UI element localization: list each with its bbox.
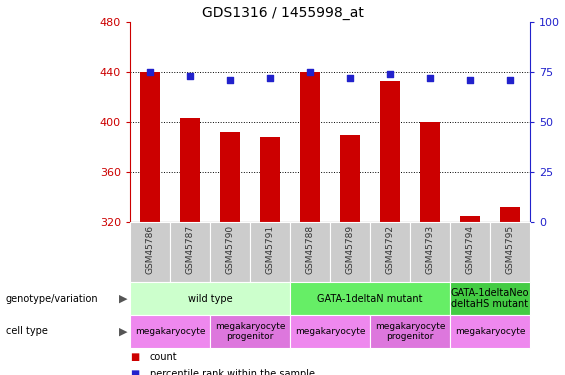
Bar <box>140 72 160 222</box>
Text: GATA-1deltaN mutant: GATA-1deltaN mutant <box>318 294 423 303</box>
Bar <box>330 222 370 282</box>
Text: ■: ■ <box>130 352 139 362</box>
Bar <box>260 137 280 222</box>
Text: GSM45790: GSM45790 <box>225 225 234 274</box>
Text: ▶: ▶ <box>119 327 127 336</box>
Bar <box>180 118 200 222</box>
Bar <box>450 222 490 282</box>
Bar <box>210 222 250 282</box>
Bar <box>130 222 170 282</box>
Text: GSM45789: GSM45789 <box>346 225 354 274</box>
Point <box>506 77 515 83</box>
Bar <box>170 222 210 282</box>
Text: GDS1316 / 1455998_at: GDS1316 / 1455998_at <box>202 6 363 20</box>
Point <box>425 75 434 81</box>
Text: GSM45792: GSM45792 <box>385 225 394 274</box>
Bar <box>500 207 520 222</box>
Bar <box>340 135 360 222</box>
Text: GSM45787: GSM45787 <box>185 225 194 274</box>
Bar <box>460 216 480 222</box>
Bar <box>380 81 400 222</box>
Point <box>266 75 275 81</box>
Bar <box>420 122 440 222</box>
Text: ▶: ▶ <box>119 294 127 303</box>
Text: megakaryocyte: megakaryocyte <box>134 327 205 336</box>
Point <box>306 69 315 75</box>
Text: count: count <box>150 352 177 362</box>
Text: ■: ■ <box>130 369 139 375</box>
Text: GSM45791: GSM45791 <box>266 225 275 274</box>
Bar <box>370 315 450 348</box>
Bar <box>290 315 370 348</box>
Text: GSM45788: GSM45788 <box>306 225 315 274</box>
Text: megakaryocyte: megakaryocyte <box>295 327 365 336</box>
Text: GSM45794: GSM45794 <box>466 225 475 274</box>
Text: GSM45793: GSM45793 <box>425 225 434 274</box>
Bar <box>370 222 410 282</box>
Bar <box>410 222 450 282</box>
Bar <box>130 282 290 315</box>
Point <box>225 77 234 83</box>
Text: megakaryocyte
progenitor: megakaryocyte progenitor <box>215 322 285 341</box>
Bar <box>130 315 210 348</box>
Bar <box>290 282 450 315</box>
Point <box>385 71 394 77</box>
Text: megakaryocyte: megakaryocyte <box>455 327 525 336</box>
Text: cell type: cell type <box>6 327 47 336</box>
Text: genotype/variation: genotype/variation <box>6 294 98 303</box>
Text: GATA-1deltaNeo
deltaHS mutant: GATA-1deltaNeo deltaHS mutant <box>451 288 529 309</box>
Text: percentile rank within the sample: percentile rank within the sample <box>150 369 315 375</box>
Point <box>345 75 354 81</box>
Bar <box>450 282 530 315</box>
Point <box>185 73 194 79</box>
Bar <box>250 222 290 282</box>
Text: GSM45786: GSM45786 <box>146 225 154 274</box>
Bar <box>490 222 530 282</box>
Text: wild type: wild type <box>188 294 232 303</box>
Point <box>145 69 154 75</box>
Bar <box>450 315 530 348</box>
Bar <box>220 132 240 222</box>
Bar <box>210 315 290 348</box>
Bar <box>300 72 320 222</box>
Bar <box>290 222 330 282</box>
Text: megakaryocyte
progenitor: megakaryocyte progenitor <box>375 322 445 341</box>
Text: GSM45795: GSM45795 <box>506 225 515 274</box>
Point <box>466 77 475 83</box>
